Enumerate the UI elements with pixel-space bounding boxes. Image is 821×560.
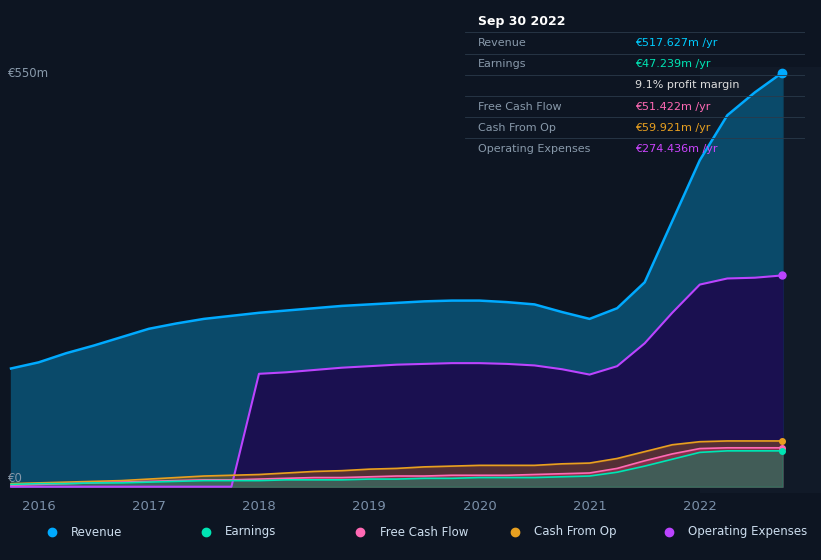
Text: 9.1% profit margin: 9.1% profit margin [635, 81, 740, 90]
Text: Free Cash Flow: Free Cash Flow [379, 525, 468, 539]
Text: Operating Expenses: Operating Expenses [479, 144, 590, 154]
Text: Earnings: Earnings [225, 525, 277, 539]
Text: €47.239m /yr: €47.239m /yr [635, 59, 710, 69]
Text: Cash From Op: Cash From Op [479, 123, 556, 133]
Text: Cash From Op: Cash From Op [534, 525, 617, 539]
Text: Sep 30 2022: Sep 30 2022 [479, 15, 566, 29]
Text: Earnings: Earnings [479, 59, 527, 69]
Text: Operating Expenses: Operating Expenses [688, 525, 808, 539]
Text: €517.627m /yr: €517.627m /yr [635, 38, 718, 48]
Text: €59.921m /yr: €59.921m /yr [635, 123, 710, 133]
Text: €51.422m /yr: €51.422m /yr [635, 101, 710, 111]
Text: Revenue: Revenue [479, 38, 527, 48]
Text: €274.436m /yr: €274.436m /yr [635, 144, 718, 154]
Text: Free Cash Flow: Free Cash Flow [479, 101, 562, 111]
Bar [699, 67, 821, 493]
Text: Revenue: Revenue [71, 525, 122, 539]
Text: €550m: €550m [7, 67, 48, 80]
Text: €0: €0 [7, 472, 23, 485]
